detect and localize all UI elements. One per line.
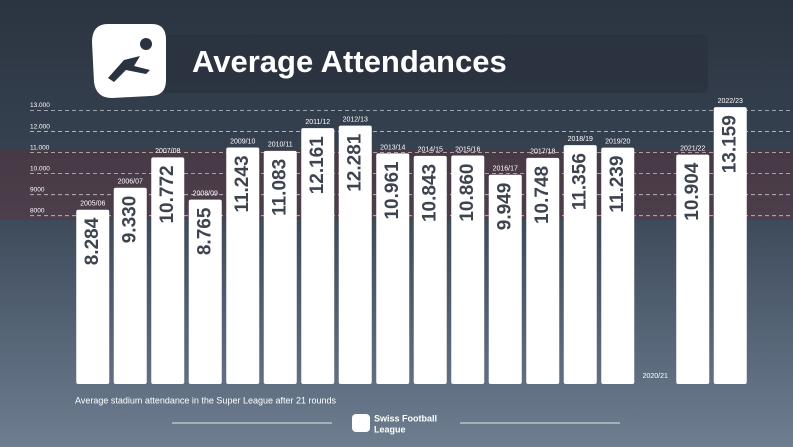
x-tick-label: 2009/10 [230, 138, 255, 145]
x-tick-label: 2013/14 [380, 144, 405, 151]
value-label: 13.159 [719, 115, 740, 173]
footer-logo [352, 414, 370, 432]
bar [263, 150, 297, 384]
x-tick-label: 2006/07 [118, 179, 143, 186]
value-label: 10.772 [157, 165, 178, 223]
bar [338, 125, 372, 384]
value-label: 12.161 [307, 136, 328, 195]
x-tick-label: 2008/09 [193, 190, 218, 197]
y-tick-label: 9000 [30, 186, 45, 193]
x-tick-label: 2022/23 [718, 98, 743, 105]
bar [188, 199, 222, 384]
x-tick-label: 2012/13 [343, 116, 368, 123]
value-label: 11.239 [607, 156, 628, 213]
bar [676, 154, 710, 384]
value-label: 9.330 [119, 196, 140, 244]
value-label: 9.949 [494, 183, 515, 231]
bar [451, 155, 485, 384]
value-label: 10.843 [419, 164, 440, 222]
title-banner [160, 35, 708, 93]
y-tick-label: 13.000 [30, 102, 50, 109]
x-tick-label: 2014/15 [418, 147, 443, 154]
x-tick-label: 2017/18 [530, 149, 555, 156]
x-tick-label: 2016/17 [493, 166, 518, 173]
bar [301, 128, 335, 384]
value-label: 11.083 [269, 159, 290, 216]
bar [601, 147, 635, 384]
brand-name: League [374, 424, 406, 434]
value-label: 10.860 [457, 164, 478, 222]
bar [226, 147, 260, 384]
footnote: Average stadium attendance in the Super … [75, 395, 337, 405]
value-label: 12.281 [344, 133, 365, 192]
value-label: 10.961 [382, 161, 403, 220]
x-tick-label: 2007/08 [155, 148, 180, 155]
y-tick-label: 8000 [30, 207, 45, 214]
x-tick-label: 2011/12 [305, 119, 330, 126]
bar [713, 107, 747, 384]
bar [113, 187, 147, 384]
y-tick-label: 11.000 [30, 144, 50, 151]
x-tick-label: 2019/20 [605, 138, 630, 145]
logo-player [108, 56, 150, 82]
x-tick-label: 2005/06 [80, 201, 105, 208]
y-tick-label: 12.000 [30, 123, 50, 130]
value-label: 8.765 [194, 207, 215, 255]
chart-title: Average Attendances [192, 44, 507, 79]
y-tick-label: 10.000 [30, 165, 50, 172]
x-tick-label: 2020/21 [643, 373, 668, 380]
value-label: 10.748 [532, 166, 553, 224]
bar [563, 145, 597, 384]
brand-name: Swiss Football [374, 413, 437, 423]
bar [376, 153, 410, 384]
value-label: 11.243 [232, 155, 253, 212]
bar [76, 209, 110, 384]
x-tick-label: 2021/22 [680, 145, 705, 152]
value-label: 8.284 [82, 217, 103, 265]
x-tick-label: 2010/11 [268, 142, 293, 149]
bar [526, 157, 560, 384]
x-tick-label: 2018/19 [568, 136, 593, 143]
value-label: 10.904 [682, 162, 703, 221]
logo-ball [140, 38, 152, 50]
value-label: 11.356 [569, 153, 590, 210]
bar [488, 174, 522, 384]
bar [151, 157, 185, 384]
bar [413, 155, 447, 384]
plot: 8000 9000 10.000 11.000 12.000 13.000 2005/06 8… [30, 98, 790, 384]
x-tick-label: 2015/16 [455, 146, 480, 153]
